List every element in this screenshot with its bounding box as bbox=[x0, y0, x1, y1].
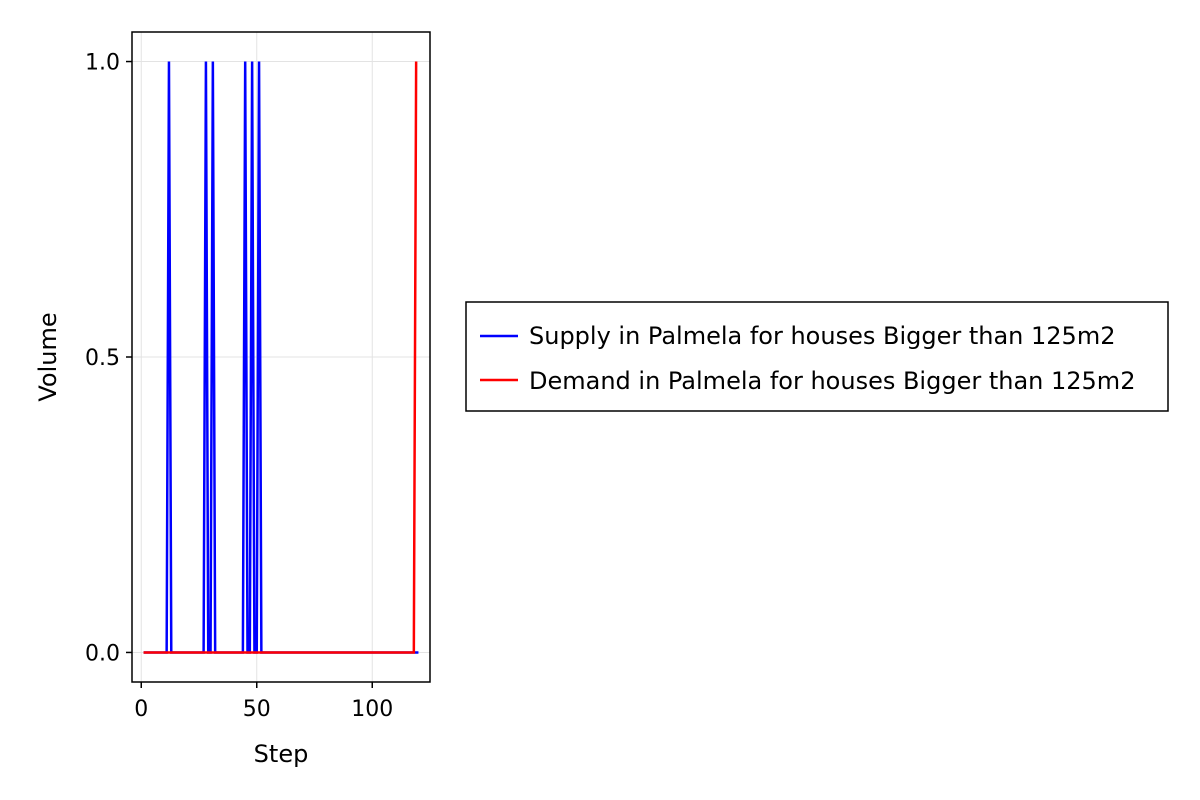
series-lines bbox=[143, 61, 419, 654]
legend-label-demand: Demand in Palmela for houses Bigger than… bbox=[529, 367, 1135, 395]
y-tick-label: 0.0 bbox=[85, 641, 120, 666]
legend-label-supply: Supply in Palmela for houses Bigger than… bbox=[529, 322, 1115, 350]
y-tick-label: 1.0 bbox=[85, 51, 120, 76]
x-tick-label: 50 bbox=[243, 697, 271, 722]
grid bbox=[132, 32, 430, 682]
x-axis-label: Step bbox=[254, 740, 309, 768]
legend: Supply in Palmela for houses Bigger than… bbox=[465, 301, 1169, 412]
demand-line bbox=[143, 61, 418, 654]
legend-box bbox=[465, 301, 1169, 412]
y-tick-label: 0.5 bbox=[85, 346, 120, 371]
axis-ticks: 0 50 100 0.0 0.5 1.0 bbox=[85, 51, 393, 722]
x-tick-label: 0 bbox=[134, 697, 148, 722]
y-axis-label: Volume bbox=[34, 312, 62, 401]
x-tick-label: 100 bbox=[351, 697, 393, 722]
